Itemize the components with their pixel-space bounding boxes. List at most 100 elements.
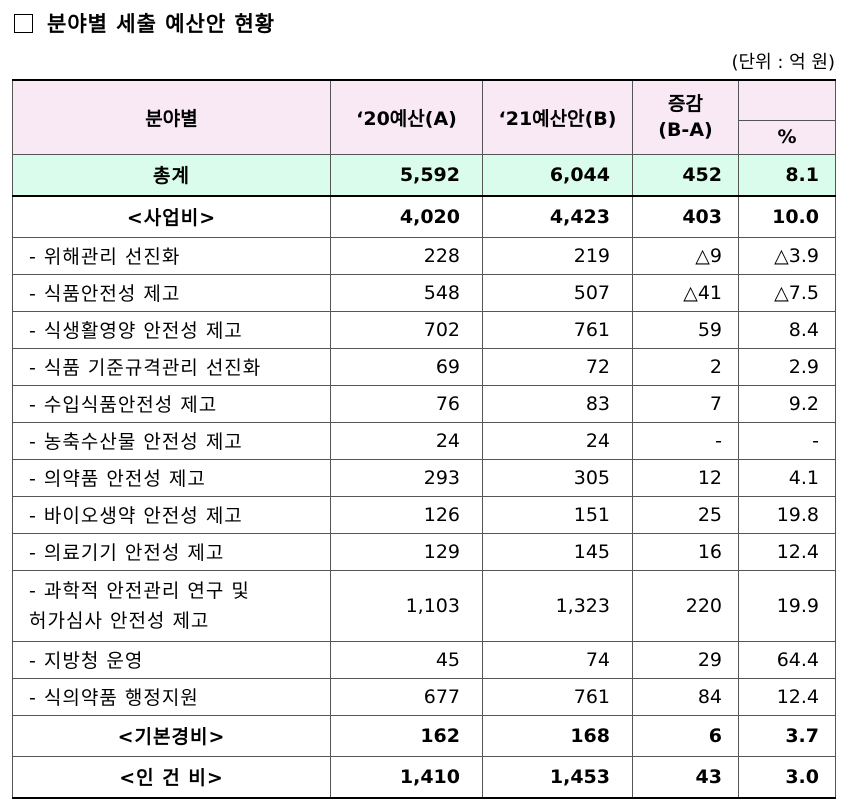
page-title: 분야별 세출 예산안 현황 (47, 11, 276, 36)
cell-pct: 10.0 (738, 195, 836, 238)
cell-2021: 83 (482, 384, 633, 423)
table-row: - 식품 기준규격관리 선진화 69 72 2 2.9 (12, 347, 836, 386)
cell-pct: 12.4 (738, 532, 836, 571)
cell-pct: 19.9 (738, 569, 836, 642)
cell-2020: 677 (330, 677, 483, 716)
cell-label: <인 건 비> (12, 755, 331, 798)
cell-label: - 지방청 운영 (12, 640, 331, 679)
table-row: - 식생활영양 안전성 제고 702 761 59 8.4 (12, 310, 836, 349)
cell-2021: 24 (482, 421, 633, 460)
header-change: 증감 (B-A) (632, 79, 739, 155)
checkbox-square-icon (14, 13, 33, 33)
budget-table: 분야별 ‘20예산(A) ‘21예산안(B) 증감 (B-A) % 총계 5,5… (12, 79, 836, 799)
cell-pct: △7.5 (738, 273, 836, 312)
cell-pct: △3.9 (738, 236, 836, 275)
cell-2021: 4,423 (482, 195, 633, 238)
table-row: - 식의약품 행정지원 677 761 84 12.4 (12, 677, 836, 716)
cell-pct: 3.0 (738, 755, 836, 798)
table-row: - 과학적 안전관리 연구 및 허가심사 안전성 제고 1,103 1,323 … (12, 569, 836, 642)
cell-diff: 16 (632, 532, 739, 571)
cell-2021: 219 (482, 236, 633, 275)
cell-diff: - (632, 421, 739, 460)
cell-diff: 6 (632, 714, 739, 757)
header-2021: ‘21예산안(B) (482, 79, 633, 155)
cell-label-line2: 허가심사 안전성 제고 (29, 609, 210, 632)
cell-label: - 식품 기준규격관리 선진화 (12, 347, 331, 386)
table-row: - 위해관리 선진화 228 219 △9 △3.9 (12, 236, 836, 275)
cell-label: - 식품안전성 제고 (12, 273, 331, 312)
cell-pct: 9.2 (738, 384, 836, 423)
cell-2020: 162 (330, 714, 483, 757)
header-change-blank (738, 79, 836, 121)
cell-diff: △9 (632, 236, 739, 275)
table-row: - 농축수산물 안전성 제고 24 24 - - (12, 421, 836, 460)
cell-pct: - (738, 421, 836, 460)
cell-diff: 7 (632, 384, 739, 423)
cell-pct: 19.8 (738, 495, 836, 534)
header-row-2: % (13, 119, 836, 155)
cell-2021: 1,453 (482, 755, 633, 798)
cell-2020: 126 (330, 495, 483, 534)
cell-label: - 의약품 안전성 제고 (12, 458, 331, 497)
cell-2021: 151 (482, 495, 633, 534)
cell-2020: 293 (330, 458, 483, 497)
cell-2021: 1,323 (482, 569, 633, 642)
cell-2020: 1,103 (330, 569, 483, 642)
table-row-personnel: <인 건 비> 1,410 1,453 43 3.0 (12, 755, 836, 798)
cell-2021: 761 (482, 677, 633, 716)
cell-pct: 2.9 (738, 347, 836, 386)
table-row: - 바이오생약 안전성 제고 126 151 25 19.8 (12, 495, 836, 534)
cell-diff: 452 (632, 153, 739, 197)
cell-label: - 수입식품안전성 제고 (12, 384, 331, 423)
cell-label: - 식의약품 행정지원 (12, 677, 331, 716)
cell-diff: △41 (632, 273, 739, 312)
cell-2020: 69 (330, 347, 483, 386)
cell-label: - 바이오생약 안전성 제고 (12, 495, 331, 534)
cell-2021: 507 (482, 273, 633, 312)
cell-pct: 4.1 (738, 458, 836, 497)
cell-pct: 8.4 (738, 310, 836, 349)
cell-pct: 8.1 (738, 153, 836, 197)
cell-2021: 6,044 (482, 153, 633, 197)
cell-diff: 220 (632, 569, 739, 642)
cell-label: 총계 (12, 153, 331, 197)
cell-2021: 168 (482, 714, 633, 757)
cell-2021: 761 (482, 310, 633, 349)
cell-2020: 5,592 (330, 153, 483, 197)
table-row: - 의약품 안전성 제고 293 305 12 4.1 (12, 458, 836, 497)
table-row: - 수입식품안전성 제고 76 83 7 9.2 (12, 384, 836, 423)
cell-2021: 305 (482, 458, 633, 497)
cell-diff: 12 (632, 458, 739, 497)
cell-2020: 548 (330, 273, 483, 312)
table-row-total: 총계 5,592 6,044 452 8.1 (12, 153, 836, 197)
cell-2021: 145 (482, 532, 633, 571)
cell-2020: 45 (330, 640, 483, 679)
table-row-basic: <기본경비> 162 168 6 3.7 (12, 714, 836, 757)
cell-label-line1: - 과학적 안전관리 연구 및 (29, 579, 250, 602)
cell-diff: 59 (632, 310, 739, 349)
cell-label: - 식생활영양 안전성 제고 (12, 310, 331, 349)
cell-diff: 25 (632, 495, 739, 534)
cell-2021: 72 (482, 347, 633, 386)
header-2020: ‘20예산(A) (330, 79, 483, 155)
cell-diff: 29 (632, 640, 739, 679)
cell-pct: 12.4 (738, 677, 836, 716)
cell-2020: 129 (330, 532, 483, 571)
cell-2020: 1,410 (330, 755, 483, 798)
cell-diff: 403 (632, 195, 739, 238)
cell-label: - 과학적 안전관리 연구 및 허가심사 안전성 제고 (12, 569, 331, 642)
cell-2020: 4,020 (330, 195, 483, 238)
cell-label: <사업비> (12, 195, 331, 238)
cell-label: <기본경비> (12, 714, 331, 757)
cell-2020: 24 (330, 421, 483, 460)
header-change-line1: 증감 (668, 93, 703, 116)
cell-pct: 64.4 (738, 640, 836, 679)
header-category: 분야별 (12, 79, 331, 155)
table-row: - 식품안전성 제고 548 507 △41 △7.5 (12, 273, 836, 312)
table-row-project: <사업비> 4,020 4,423 403 10.0 (12, 195, 836, 238)
header-change-line2: (B-A) (658, 119, 713, 142)
cell-label: - 위해관리 선진화 (12, 236, 331, 275)
table-row: - 의료기기 안전성 제고 129 145 16 12.4 (12, 532, 836, 571)
cell-2020: 228 (330, 236, 483, 275)
cell-label: - 의료기기 안전성 제고 (12, 532, 331, 571)
